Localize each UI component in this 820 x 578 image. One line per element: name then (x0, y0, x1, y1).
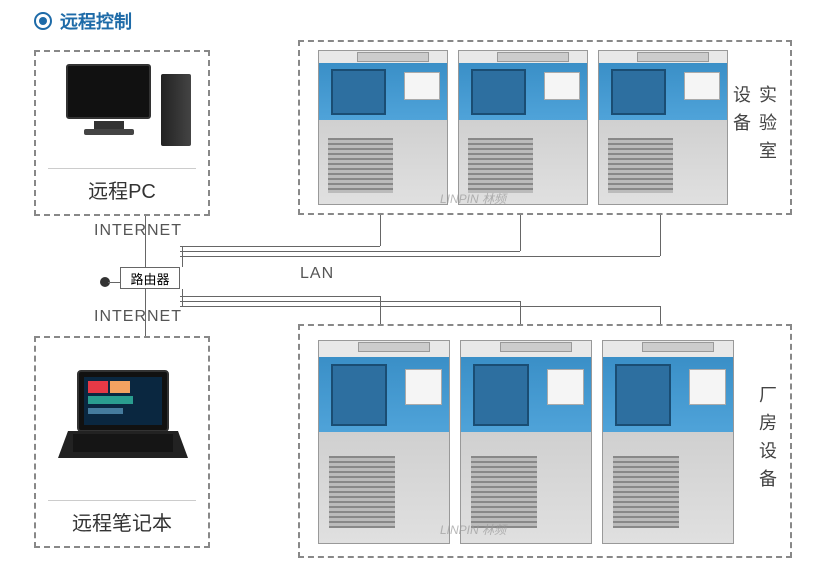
wire (180, 256, 660, 257)
wire (520, 215, 521, 251)
watermark: LINPIN 林频 (440, 521, 506, 538)
wire (660, 215, 661, 256)
factory-label: 厂房设备 (754, 385, 780, 497)
laptop-label: 远程笔记本 (48, 500, 196, 536)
remote-pc-box: 远程PC (34, 50, 210, 216)
watermark: LINPIN 林频 (440, 190, 506, 207)
internet-label-bottom: INTERNET (94, 308, 182, 326)
remote-laptop-box: 远程笔记本 (34, 336, 210, 548)
laptop-illustration (58, 366, 188, 471)
wire (182, 246, 183, 267)
wire (380, 215, 381, 246)
monitor-icon (66, 64, 151, 119)
wire (108, 282, 120, 283)
wire (180, 296, 380, 297)
test-chamber (458, 50, 588, 205)
wire (180, 246, 380, 247)
test-chamber (318, 50, 448, 205)
test-chamber (460, 340, 592, 544)
wire (520, 301, 521, 324)
target-icon (34, 12, 52, 30)
lab-equipment-box: LINPIN 林频 实验室设备 (298, 40, 792, 215)
pc-illustration (66, 64, 151, 119)
laptop-icon (58, 366, 188, 466)
pc-label: 远程PC (48, 168, 196, 204)
test-chamber (598, 50, 728, 205)
wire (660, 306, 661, 324)
wire (182, 289, 183, 307)
lab-label: 实验室设备 (728, 85, 780, 171)
page-title: 远程控制 (60, 8, 132, 34)
wire (180, 251, 520, 252)
wire (180, 306, 660, 307)
header: 远程控制 (34, 8, 132, 34)
lab-chamber-group (318, 50, 728, 205)
factory-chamber-group (318, 340, 734, 544)
internet-label-top: INTERNET (94, 222, 182, 240)
lan-label: LAN (300, 265, 334, 283)
test-chamber (318, 340, 450, 544)
factory-equipment-box: LINPIN 林频 厂房设备 (298, 324, 792, 558)
pc-tower-icon (161, 74, 191, 146)
wire (145, 216, 146, 267)
router-box: 路由器 (120, 267, 180, 289)
test-chamber (602, 340, 734, 544)
wire (145, 289, 146, 336)
wire (180, 301, 520, 302)
router-label: 路由器 (130, 269, 169, 288)
